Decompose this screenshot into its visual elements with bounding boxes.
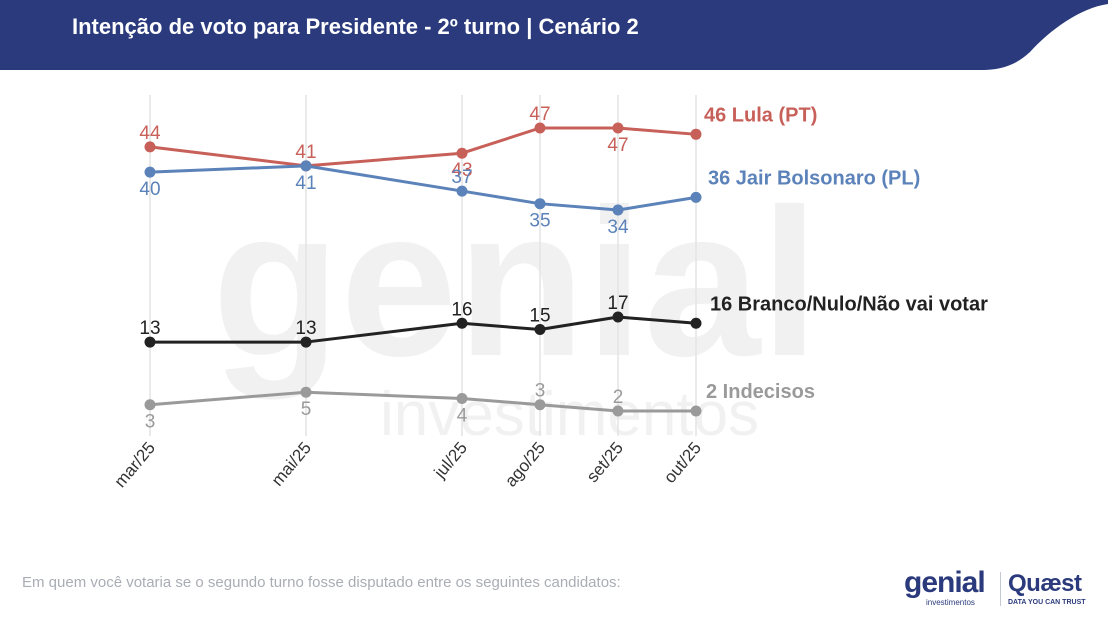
data-point (534, 122, 546, 134)
data-point (456, 392, 468, 404)
logo-divider (1000, 572, 1001, 606)
data-label: 2 (613, 387, 624, 408)
x-tick-label: mar/25 (110, 438, 159, 491)
data-point (690, 405, 702, 417)
data-point (144, 166, 156, 178)
series-1: 44 41 43 47 47 46 Lula (PT) (139, 104, 817, 181)
data-point (300, 386, 312, 398)
data-point (456, 317, 468, 329)
series-end-label: 46 Lula (PT) (704, 104, 817, 126)
data-point (690, 317, 702, 329)
data-label: 16 (451, 299, 472, 320)
data-point (612, 311, 624, 323)
logos: genial investimentos Quæst DATA YOU CAN … (900, 566, 1100, 612)
data-label: 3 (145, 412, 156, 433)
series-2: 40 41 37 35 34 36 Jair Bolsonaro (PL) (139, 160, 920, 238)
series-line (149, 390, 696, 413)
data-label: 34 (607, 217, 629, 238)
genial-logo: genial (904, 566, 986, 599)
data-label: 13 (139, 318, 160, 339)
data-point (144, 399, 156, 411)
data-point (300, 336, 312, 348)
series-line (150, 315, 697, 344)
data-label: 35 (529, 211, 550, 232)
data-point (144, 336, 156, 348)
data-label: 4 (457, 405, 468, 426)
data-point (690, 128, 702, 140)
header-band (0, 0, 1108, 70)
series-line (149, 126, 697, 168)
series-3: 13 13 16 15 17 16 Branco/Nulo/Não vai votar (139, 293, 988, 348)
data-label: 5 (301, 399, 312, 420)
x-tick-label: mai/25 (268, 438, 315, 489)
series-end-label: 36 Jair Bolsonaro (PL) (708, 167, 920, 189)
data-point (612, 405, 624, 417)
data-point (144, 141, 156, 153)
data-point (456, 185, 468, 197)
data-point (534, 324, 546, 336)
series-end-label: 16 Branco/Nulo/Não vai votar (710, 293, 988, 315)
question-note: Em quem você votaria se o segundo turno … (22, 574, 621, 591)
genial-logo-sub: investimentos (926, 598, 975, 607)
data-point (534, 399, 546, 411)
data-point (612, 122, 624, 134)
series-4: 3 5 4 3 2 2 Indecisos (144, 381, 815, 433)
quaest-logo: Quæst (1008, 570, 1082, 597)
series-line (149, 164, 697, 212)
data-label: 47 (607, 135, 628, 156)
page-title: Intenção de voto para Presidente - 2º tu… (72, 14, 639, 39)
quaest-logo-sub: DATA YOU CAN TRUST (1008, 599, 1086, 606)
series-end-label: 2 Indecisos (706, 381, 815, 403)
data-label: 37 (451, 167, 472, 188)
data-label: 40 (139, 179, 160, 200)
data-point (534, 198, 546, 210)
data-label: 41 (295, 142, 316, 163)
data-label: 41 (295, 173, 316, 194)
data-label: 43 (451, 160, 472, 181)
data-label: 44 (139, 123, 161, 144)
data-point (456, 147, 468, 159)
data-label: 17 (607, 293, 628, 314)
data-point (690, 191, 702, 203)
data-point (612, 204, 624, 216)
data-label: 13 (295, 318, 316, 339)
watermark-word: genial (212, 165, 819, 400)
data-label: 3 (535, 381, 546, 402)
data-label: 47 (529, 104, 550, 125)
watermark-sub: investimentos (380, 380, 759, 449)
data-label: 15 (529, 306, 550, 327)
data-point (300, 160, 312, 172)
